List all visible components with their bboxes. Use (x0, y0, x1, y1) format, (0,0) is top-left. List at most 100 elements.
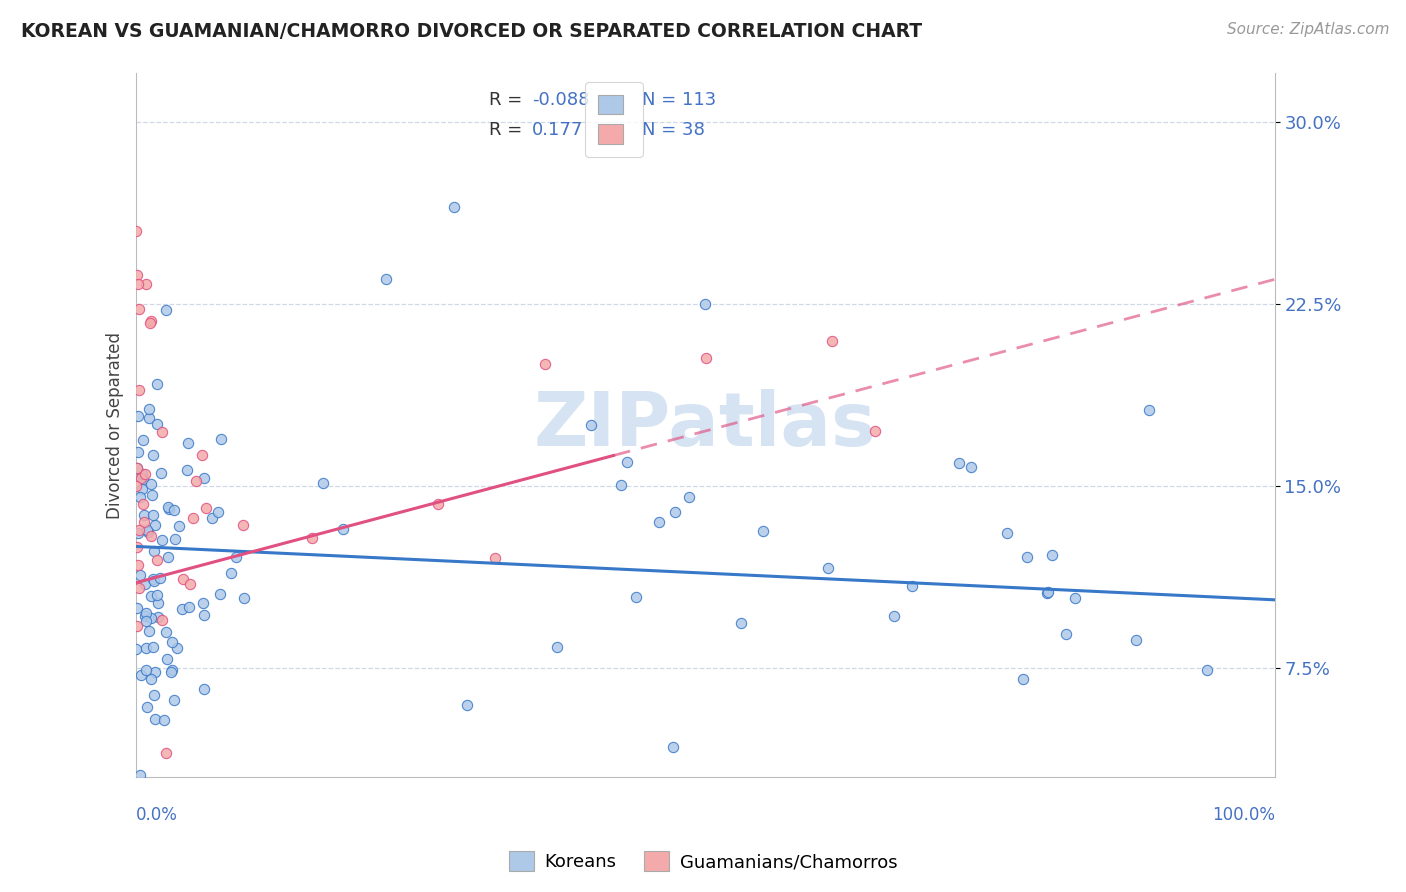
Point (136, 700, 159, 714)
Point (155, 624, 177, 639)
Point (127, 540, 149, 554)
Point (153, 713, 176, 727)
Point (167, 519, 190, 533)
Point (1195, 663, 1218, 677)
Text: N = 113: N = 113 (643, 91, 717, 109)
Point (135, 606, 157, 620)
Point (156, 651, 179, 665)
Point (129, 471, 152, 485)
Point (534, 358, 557, 372)
Point (146, 596, 169, 610)
Point (1054, 627, 1077, 641)
Point (195, 501, 218, 516)
Point (817, 560, 839, 574)
Point (141, 611, 163, 625)
Point (616, 455, 638, 469)
Point (225, 549, 247, 564)
Point (143, 712, 166, 726)
Point (134, 576, 156, 591)
Point (128, 301, 150, 316)
Point (201, 511, 224, 525)
Point (177, 436, 200, 450)
Point (145, 588, 167, 602)
Point (311, 475, 333, 490)
Point (207, 505, 229, 519)
Point (131, 482, 153, 496)
Point (1125, 632, 1147, 647)
Point (865, 424, 887, 438)
Point (332, 522, 354, 536)
Legend: , : , (585, 82, 643, 157)
Point (163, 503, 186, 517)
Point (142, 448, 165, 462)
Point (142, 640, 165, 655)
Point (138, 402, 160, 417)
Point (128, 524, 150, 538)
Point (142, 572, 165, 586)
Point (145, 376, 167, 391)
Point (125, 479, 148, 493)
Point (145, 553, 167, 567)
Point (900, 579, 922, 593)
Point (127, 600, 149, 615)
Point (134, 508, 156, 522)
Point (1036, 585, 1059, 599)
Point (146, 609, 169, 624)
Point (142, 508, 165, 523)
Point (1040, 548, 1063, 562)
Point (209, 587, 232, 601)
Point (176, 463, 198, 477)
Point (166, 640, 188, 655)
Point (127, 445, 149, 459)
Text: KOREAN VS GUAMANIAN/CHAMORRO DIVORCED OR SEPARATED CORRELATION CHART: KOREAN VS GUAMANIAN/CHAMORRO DIVORCED OR… (21, 22, 922, 41)
Point (1012, 672, 1035, 686)
Point (301, 531, 323, 545)
Point (149, 572, 172, 586)
Point (820, 334, 842, 348)
Point (426, 497, 449, 511)
Point (546, 640, 568, 654)
Point (125, 268, 148, 283)
Point (191, 596, 214, 610)
Point (179, 577, 201, 591)
Point (125, 224, 148, 238)
Point (610, 477, 633, 491)
Point (139, 529, 162, 543)
Y-axis label: Divorced or Separated: Divorced or Separated (107, 332, 124, 518)
Point (134, 467, 156, 481)
Point (155, 746, 177, 760)
Point (134, 608, 156, 623)
Point (233, 591, 256, 605)
Point (139, 476, 162, 491)
Text: R =: R = (489, 91, 527, 109)
Point (150, 533, 173, 547)
Point (127, 409, 149, 423)
Point (695, 351, 717, 366)
Point (138, 524, 160, 539)
Point (135, 614, 157, 628)
Text: R =: R = (489, 121, 527, 139)
Point (125, 618, 148, 632)
Point (193, 608, 215, 623)
Point (155, 303, 177, 318)
Point (128, 568, 150, 582)
Point (132, 472, 155, 486)
Point (129, 668, 152, 682)
Point (152, 614, 174, 628)
Point (143, 688, 166, 702)
Point (883, 609, 905, 624)
Point (131, 467, 153, 481)
Point (159, 665, 181, 680)
Point (193, 681, 215, 696)
Point (219, 566, 242, 581)
Text: 0.0%: 0.0% (135, 806, 177, 824)
Point (127, 460, 149, 475)
Point (139, 672, 162, 686)
Point (624, 590, 647, 604)
Point (179, 600, 201, 615)
Point (135, 277, 157, 291)
Text: 100.0%: 100.0% (1212, 806, 1275, 824)
Point (128, 383, 150, 397)
Point (128, 768, 150, 782)
Point (579, 417, 602, 432)
